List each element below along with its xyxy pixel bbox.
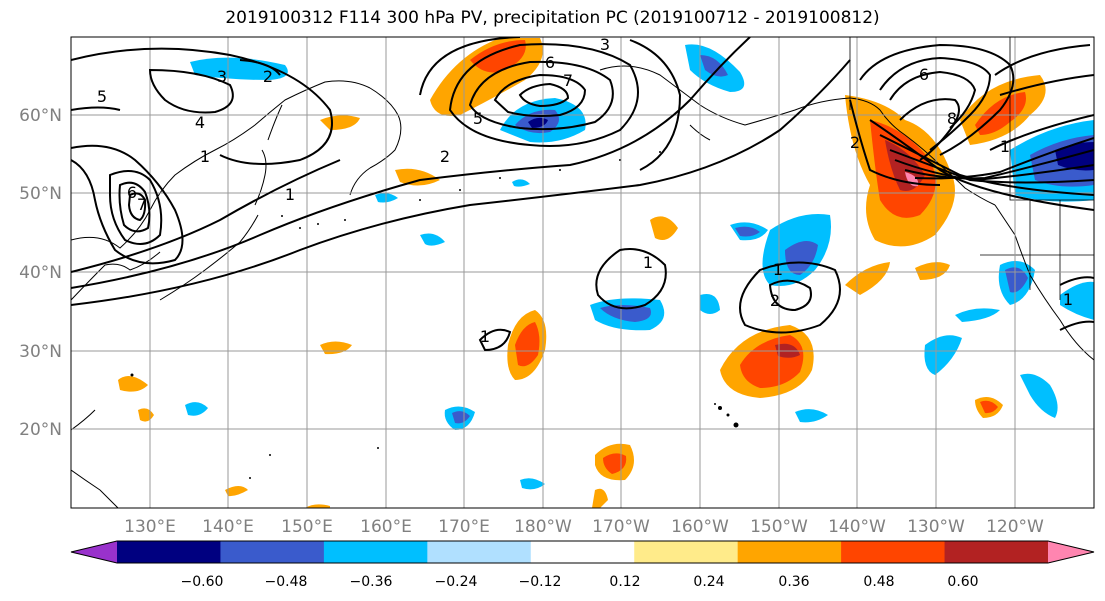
colorbar-tick-label: 0.60 [947, 574, 978, 590]
lat-label-40n: 40°N [19, 263, 62, 283]
contour-label: 1 [285, 185, 295, 204]
colorbar-tick-label: −0.60 [181, 574, 224, 590]
lon-label-120w: 120°W [986, 517, 1044, 537]
lat-label-20n: 20°N [19, 420, 62, 440]
contour-label: 6 [919, 65, 929, 84]
contour-label: 1 [773, 260, 783, 279]
lon-label-160e: 160°E [360, 517, 412, 537]
pv-contours [71, 37, 1094, 352]
colorbar-segment [220, 541, 325, 563]
colorbar-segment [841, 541, 946, 563]
contour-label: 1 [200, 147, 210, 166]
lat-label-60n: 60°N [19, 106, 62, 126]
contour-label: 3 [217, 67, 227, 86]
longitude-labels: 130°E 140°E 150°E 160°E 170°E 180°W 170°… [124, 517, 1044, 537]
latitude-labels: 60°N 50°N 40°N 30°N 20°N [19, 106, 62, 440]
lon-label-150e: 150°E [281, 517, 333, 537]
colorbar-extend-max [1048, 541, 1094, 563]
contour-labels: 5 3 2 4 6 7 1 1 5 2 6 7 3 6 8 2 1 1 1 2 … [97, 35, 1073, 346]
islands [130, 151, 739, 479]
colorbar-segment [634, 541, 739, 563]
contour-label: 4 [195, 113, 205, 132]
contour-label: 1 [1000, 137, 1010, 156]
coastlines [71, 65, 1094, 508]
contour-label: 7 [563, 71, 573, 90]
contour-label: 3 [600, 35, 610, 54]
lon-label-170w: 170°W [592, 517, 650, 537]
colorbar-tick-label: 0.36 [778, 574, 809, 590]
colorbar-segment [323, 541, 428, 563]
colorbar-tick-label: −0.36 [350, 574, 393, 590]
lon-label-130w: 130°W [907, 517, 965, 537]
lat-label-30n: 30°N [19, 342, 62, 362]
contour-label: 5 [97, 87, 107, 106]
contour-label: 2 [263, 67, 273, 86]
colorbar-tick-label: −0.12 [519, 574, 562, 590]
lon-label-130e: 130°E [124, 517, 176, 537]
colorbar-tick-labels: −0.60 −0.48 −0.36 −0.24 −0.12 0.12 0.24 … [181, 574, 979, 590]
map-frame [70, 36, 1095, 509]
colorbar-outline [70, 540, 1095, 564]
contour-label: 6 [545, 53, 555, 72]
lon-label-140w: 140°W [828, 517, 886, 537]
lon-label-160w: 160°W [671, 517, 729, 537]
colorbar-tick-label: 0.48 [863, 574, 894, 590]
contour-label: 6 [127, 183, 137, 202]
contour-label: 1 [1063, 290, 1073, 309]
colorbar-tick-label: 0.12 [609, 574, 640, 590]
colorbar-segment [427, 541, 532, 563]
contour-label: 1 [480, 327, 490, 346]
colorbar-segment [944, 541, 1049, 563]
colorbar [70, 540, 1095, 564]
lon-label-140e: 140°E [202, 517, 254, 537]
contour-label: 1 [643, 253, 653, 272]
contour-label: 2 [770, 291, 780, 310]
lon-label-170e: 170°E [438, 517, 490, 537]
colorbar-segment [117, 541, 221, 563]
contour-label: 5 [473, 109, 483, 128]
contour-label: 7 [137, 195, 147, 214]
contour-label: 2 [850, 133, 860, 152]
colorbar-segment [530, 541, 635, 563]
colorbar-extend-min [71, 541, 117, 563]
contour-label: 2 [440, 147, 450, 166]
colorbar-tick-label: −0.24 [435, 574, 478, 590]
lon-label-180w: 180°W [514, 517, 572, 537]
colorbar-tick-label: 0.24 [693, 574, 724, 590]
contour-label: 8 [947, 109, 957, 128]
lon-label-150w: 150°W [750, 517, 808, 537]
map-title: 2019100312 F114 300 hPa PV, precipitatio… [225, 8, 880, 28]
colorbar-segment [737, 541, 842, 563]
lat-label-50n: 50°N [19, 184, 62, 204]
colorbar-tick-label: −0.48 [265, 574, 308, 590]
